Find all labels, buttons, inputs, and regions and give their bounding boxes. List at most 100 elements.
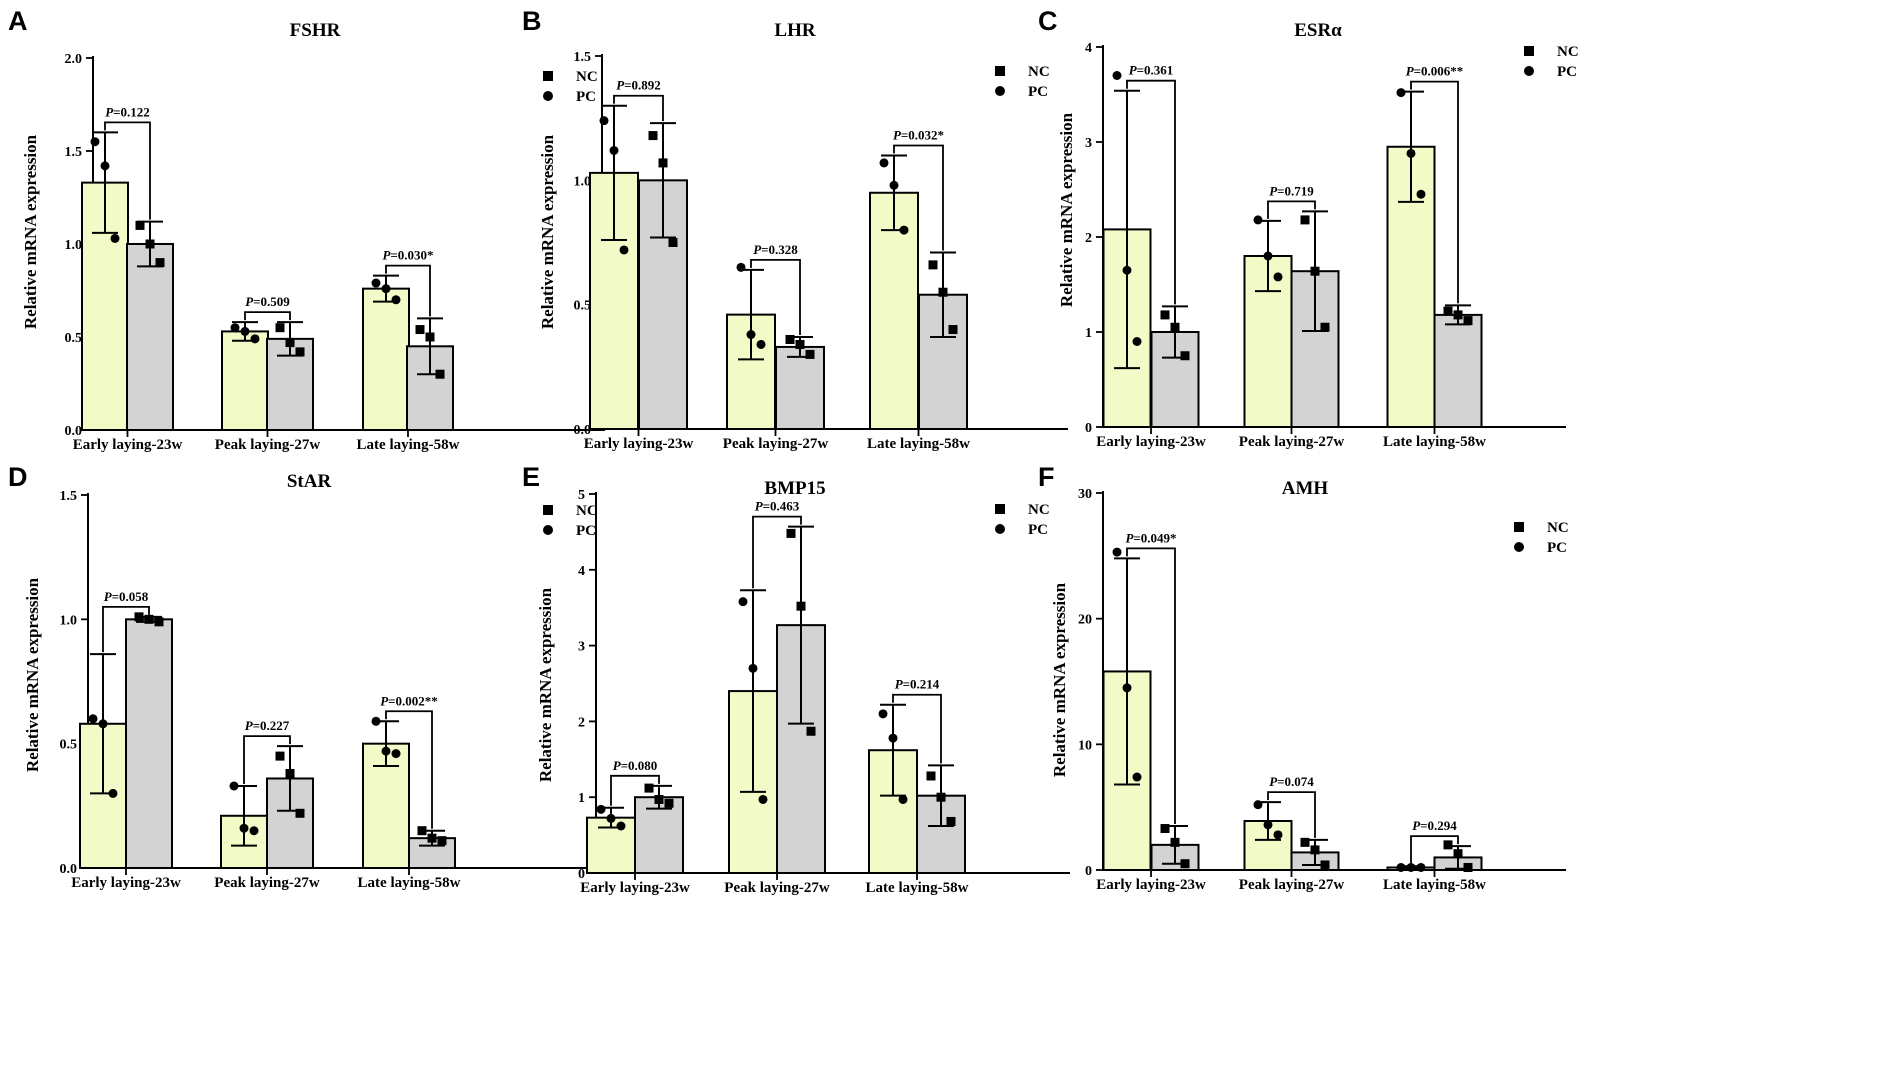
- data-point-pc: [154, 617, 164, 627]
- p-symbol: P: [104, 589, 113, 604]
- legend: NC PC: [995, 502, 1050, 538]
- data-point-pc: [1180, 351, 1190, 361]
- p-value: =0.361: [1137, 63, 1174, 78]
- p-value-annotation: P=0.361: [1129, 63, 1174, 78]
- p-value: =0.032*: [901, 127, 944, 142]
- p-value: =0.080: [621, 758, 658, 773]
- significance-bracket: [1410, 835, 1459, 865]
- data-point-pc: [295, 808, 305, 818]
- data-point-nc: [110, 233, 120, 243]
- significance-bracket: [385, 710, 433, 829]
- x-tick-label: Late laying-58w: [867, 436, 970, 452]
- bar-pc-1: [775, 345, 825, 430]
- p-symbol: P: [1406, 64, 1415, 79]
- y-tick-label: 20: [1078, 613, 1092, 628]
- data-point-pc: [805, 349, 815, 359]
- data-point-nc: [229, 781, 239, 791]
- p-value-annotation: P=0.030*: [382, 248, 433, 263]
- significance-bracket: [244, 311, 291, 321]
- data-point-pc: [658, 158, 668, 168]
- legend-marker-nc: [543, 71, 553, 81]
- data-point-nc: [240, 326, 250, 336]
- data-point-pc: [1453, 849, 1463, 859]
- data-point-nc: [1273, 830, 1283, 840]
- p-symbol: P: [1129, 63, 1138, 78]
- legend-marker-nc: [1514, 522, 1524, 532]
- data-point-pc: [938, 287, 948, 297]
- p-value-annotation: P=0.002**: [380, 693, 438, 708]
- data-point-pc: [1310, 845, 1320, 855]
- legend: NC PC: [543, 503, 598, 539]
- data-point-pc: [1160, 824, 1170, 834]
- x-tick-label: Early laying-23w: [71, 875, 181, 891]
- y-tick-label: 3: [578, 640, 585, 655]
- legend: NC PC: [1524, 44, 1579, 80]
- data-point-pc: [1320, 322, 1330, 332]
- p-symbol: P: [616, 78, 625, 93]
- p-value-annotation: P=0.058: [104, 589, 149, 604]
- significance-bracket: [610, 774, 660, 806]
- panel-letter: C: [1038, 6, 1058, 36]
- legend-marker-pc: [995, 86, 1005, 96]
- y-tick-label: 5: [578, 488, 585, 503]
- p-value: =0.294: [1420, 818, 1457, 833]
- significance-bracket: [104, 121, 151, 220]
- data-point-nc: [1406, 148, 1416, 158]
- x-tick-label: Peak laying-27w: [724, 880, 830, 896]
- data-point-nc: [889, 180, 899, 190]
- data-point-pc: [1300, 837, 1310, 847]
- data-point-nc: [599, 116, 609, 126]
- legend-label-nc: NC: [576, 69, 598, 85]
- y-tick-label: 0.0: [65, 424, 83, 439]
- x-tick-label: Late laying-58w: [1383, 434, 1486, 450]
- chart-panel-b: B LHR Relative mRNA expression 0.0 0.5 1.0 1.5…: [522, 6, 1068, 452]
- p-symbol: P: [245, 718, 254, 733]
- chart-title: BMP15: [764, 478, 825, 499]
- data-point-nc: [596, 804, 606, 814]
- data-point-pc: [427, 833, 437, 843]
- x-tick-label: Peak laying-27w: [1239, 877, 1345, 893]
- x-tick-label: Early laying-23w: [73, 437, 183, 453]
- data-point-nc: [606, 813, 616, 823]
- y-axis-label: Relative mRNA expression: [21, 134, 40, 329]
- data-point-nc: [391, 749, 401, 759]
- chart-title: AMH: [1282, 478, 1329, 499]
- data-point-nc: [619, 245, 629, 255]
- data-point-nc: [1416, 189, 1426, 199]
- data-point-pc: [664, 798, 674, 808]
- p-value-annotation: P=0.080: [613, 758, 658, 773]
- legend-label-pc: PC: [1547, 540, 1567, 556]
- data-point-pc: [926, 771, 936, 781]
- y-tick-label: 0.0: [60, 862, 78, 877]
- y-axis-label: Relative mRNA expression: [1057, 112, 1076, 307]
- p-symbol: P: [753, 242, 762, 257]
- data-point-nc: [88, 714, 98, 724]
- data-point-pc: [928, 260, 938, 270]
- data-point-nc: [1112, 71, 1122, 80]
- data-point-pc: [417, 826, 427, 836]
- y-tick-label: 1.0: [60, 613, 78, 628]
- p-value: =0.892: [624, 78, 661, 93]
- p-value: =0.006**: [1414, 64, 1464, 79]
- data-point-pc: [806, 726, 816, 736]
- data-point-nc: [1132, 772, 1142, 782]
- data-point-nc: [108, 788, 118, 798]
- data-point-pc: [275, 323, 285, 333]
- data-point-nc: [898, 794, 908, 804]
- bar-nc-2: [362, 287, 410, 432]
- chart-panel-e: E BMP15 Relative mRNA expression 0 1 2 3 4 5 Earl…: [522, 462, 1070, 896]
- x-tick-label: Early laying-23w: [584, 436, 694, 452]
- y-tick-label: 4: [1085, 41, 1092, 56]
- significance-bracket: [1126, 547, 1176, 825]
- p-value-annotation: P=0.463: [755, 499, 800, 514]
- data-point-nc: [1273, 272, 1283, 282]
- chart-panel-c: C ESRα Relative mRNA expression 0 1 2 3 4 Early …: [1038, 6, 1579, 450]
- p-value-annotation: P=0.006**: [1406, 64, 1464, 79]
- data-point-nc: [391, 295, 401, 305]
- y-tick-label: 0.5: [60, 738, 78, 753]
- x-tick-label: Peak laying-27w: [723, 436, 829, 452]
- data-point-nc: [371, 716, 381, 726]
- y-tick-label: 2: [578, 715, 585, 730]
- significance-bracket: [750, 258, 801, 335]
- data-point-nc: [1406, 862, 1416, 872]
